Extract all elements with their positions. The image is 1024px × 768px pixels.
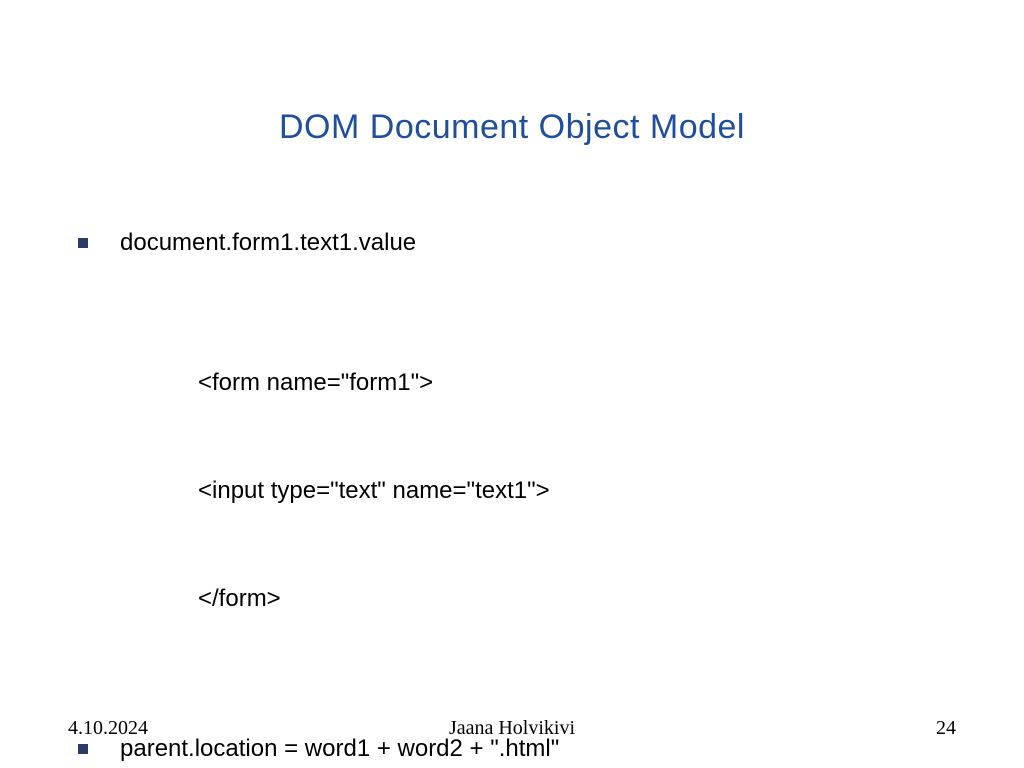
slide-title: DOM Document Object Model [0,108,1024,147]
code-line: <form name="form1"> [198,365,946,401]
footer-page-number: 24 [936,717,956,740]
slide-body: document.form1.text1.value <form name="f… [78,225,946,768]
square-bullet-icon [78,238,88,248]
footer-author: Jaana Holvikivi [0,717,1024,740]
code-line: <input type="text" name="text1"> [198,473,946,509]
code-line: </form> [198,581,946,617]
code-block: <form name="form1"> <input type="text" n… [198,293,946,689]
square-bullet-icon [78,744,88,754]
bullet-text: document.form1.text1.value [120,225,416,261]
bullet-item: document.form1.text1.value [78,225,946,261]
slide: DOM Document Object Model document.form1… [0,0,1024,768]
slide-footer: 4.10.2024 Jaana Holvikivi 24 [0,710,1024,740]
